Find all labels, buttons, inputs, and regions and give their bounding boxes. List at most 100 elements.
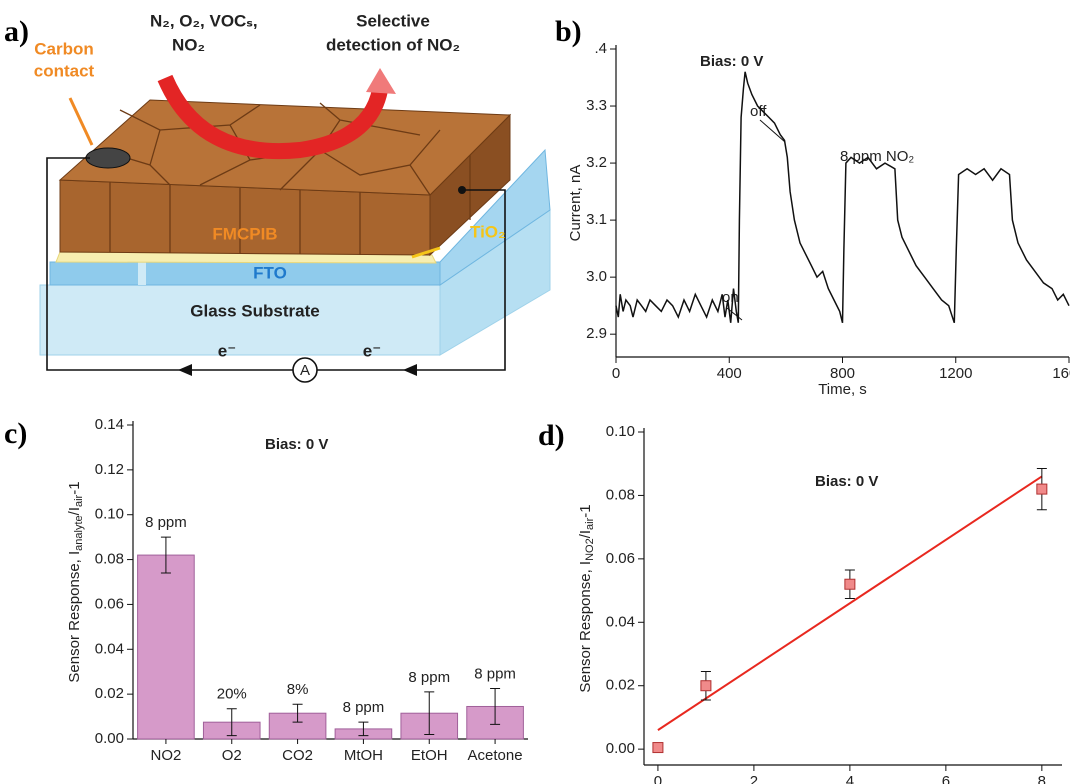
grain-boundaries [99,102,471,255]
gas-arrow-head [366,68,396,94]
x-tick-label: EtOH [411,747,448,764]
error-bar [226,708,237,737]
y-tick-label: 0.06 [95,595,124,612]
y-tick-label: 0.06 [606,550,635,567]
contact-dot [458,186,466,194]
error-bar [292,703,303,723]
gas-arrow [157,74,388,159]
y-tick-label: 0.00 [606,740,635,757]
fto-front [49,261,441,286]
fto-top [439,148,551,286]
y-tick-label: 2.9 [586,325,607,342]
electron-label: e⁻ [363,341,381,360]
y-axis-label-part: -1 [577,504,594,517]
bar [137,554,195,740]
ammeter [292,357,318,383]
y-tick-label: 3.3 [586,97,607,114]
annotation: 8 ppm NO₂ [840,148,914,165]
panel-label: d) [538,419,565,452]
y-axis-label: Sensor Response, Ianalyte/Iair-1 [66,481,85,682]
layer-label: FTO [253,263,287,282]
pointer [759,119,786,143]
layer-label: TiO₂ [470,222,506,241]
carbon-label: Carbon [34,39,94,58]
gases-label: NO₂ [172,35,205,54]
carbon-label: contact [34,61,95,80]
annotation: Bias: 0 V [265,436,328,453]
current-arrow [403,364,417,376]
fto-etch [138,262,146,285]
y-tick-label: 0.10 [606,423,635,440]
pointer [411,246,441,259]
x-tick-label: NO2 [150,747,181,764]
x-tick-label: 2 [750,773,758,784]
y-tick-label: .4 [594,40,607,57]
pointer [68,97,94,146]
x-tick-label: 6 [942,773,950,784]
x-tick-label: 4 [846,773,854,784]
error-bar [490,688,501,725]
bar-note: 8 ppm [343,699,385,716]
y-tick-label: 0.14 [95,416,124,433]
annotation: Bias: 0 V [815,473,878,490]
y-tick-label: 0.04 [95,640,124,657]
bar-note: 20% [217,686,247,703]
panel-a: a) A e⁻ e⁻ Carbon c [4,11,551,383]
pointer [726,307,743,321]
x-tick-label: Acetone [468,747,523,764]
ammeter-label: A [300,362,310,379]
x-axis-label: Time, s [818,381,867,398]
y-axis-label-part: air [584,517,596,530]
panel-label: c) [4,417,27,450]
carbon-contact [85,147,131,169]
x-tick-label: 400 [717,365,742,382]
y-tick-label: 0.02 [606,677,635,694]
y-tick-label: 0.12 [95,461,124,478]
y-axis-label-part: Sensor Response, I [577,561,594,693]
selective-label: detection of NO₂ [326,35,460,54]
data-line [615,71,1070,324]
marker [652,742,664,754]
y-tick-label: 0.02 [95,685,124,702]
y-axis-label: Sensor Response, INO2/Iair-1 [577,504,596,692]
x-tick-label: 0 [654,773,662,784]
y-tick-label: 0.10 [95,506,124,523]
layer-label: FMCPIB [212,224,277,243]
y-axis-label-part: Sensor Response, I [66,551,83,683]
y-tick-label: 0.08 [606,486,635,503]
panel-label: a) [4,15,29,48]
x-tick-label: CO2 [282,747,313,764]
y-axis-label-part: NO2 [584,538,596,561]
y-tick-label: 0.00 [95,730,124,747]
marker [1036,483,1048,495]
x-tick-label: 1200 [939,365,972,382]
electron-label: e⁻ [218,341,236,360]
x-tick-label: 0 [612,365,620,382]
y-tick-label: 3.2 [586,154,607,171]
y-tick-label: 3.0 [586,268,607,285]
annotation: Bias: 0 V [700,53,763,70]
x-tick-label: 800 [830,365,855,382]
fit-line [657,475,1043,731]
annotation: on [722,289,739,306]
error-bar [424,691,435,736]
bar-note: 8 ppm [145,514,187,531]
x-tick-label: 8 [1038,773,1046,784]
x-tick-label: 1600 [1052,365,1070,382]
annotation: off [750,103,767,120]
y-tick-label: 3.1 [586,211,607,228]
layer-label: Glass Substrate [190,301,319,320]
panel-label: b) [555,15,582,48]
y-axis-label: Current, nA [567,165,584,242]
marker [700,680,712,692]
selective-label: Selective [356,11,430,30]
gases-label: N₂, O₂, VOCₛ, [150,11,258,30]
y-axis-label-part: /I [577,530,594,538]
y-axis-label-part: air [73,494,85,507]
y-axis-label-part: /I [66,507,83,515]
error-bar [160,536,171,574]
error-bar [358,721,369,737]
y-tick-label: 0.08 [95,551,124,568]
current-arrow [178,364,192,376]
